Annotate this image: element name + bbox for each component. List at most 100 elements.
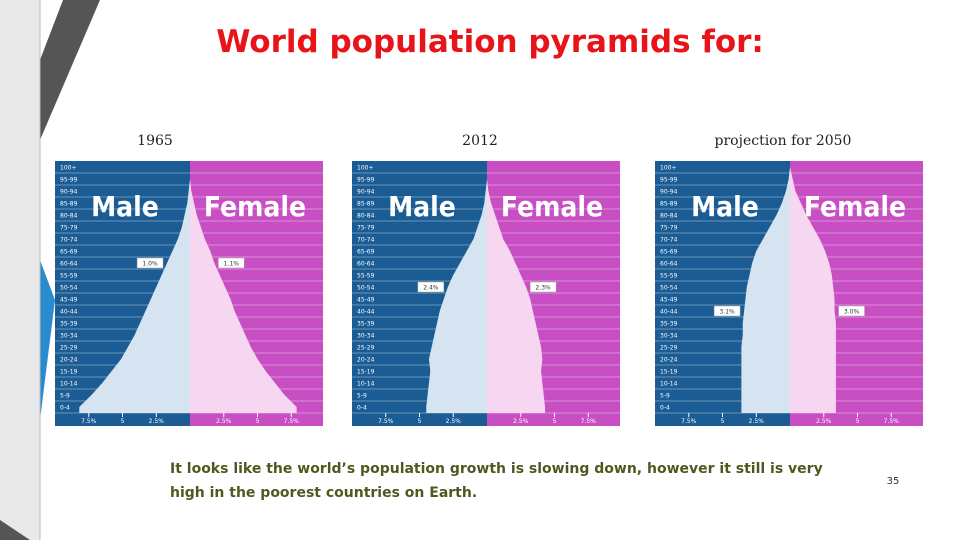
age-label: 0-4 — [60, 405, 70, 412]
x-tick-label: 7.5% — [81, 418, 97, 425]
age-label: 60-64 — [660, 261, 678, 268]
age-label: 35-39 — [660, 321, 678, 328]
annotation: 2.4% — [423, 285, 439, 292]
x-tick-label: 7.5% — [581, 418, 597, 425]
legend-label: Male — [691, 190, 759, 223]
age-label: 10-14 — [660, 381, 678, 388]
age-label: 80-84 — [357, 213, 375, 220]
age-label: 20-24 — [60, 357, 78, 364]
age-label: 10-14 — [357, 381, 375, 388]
legend-label: Female — [501, 190, 603, 223]
x-tick-label: 7.5% — [378, 418, 394, 425]
age-label: 55-59 — [660, 273, 678, 280]
x-tick-label: 5 — [418, 418, 422, 425]
age-label: 95-99 — [357, 177, 375, 184]
age-label: 0-4 — [660, 405, 670, 412]
age-label: 95-99 — [660, 177, 678, 184]
age-label: 10-14 — [60, 381, 78, 388]
chart-title: 1965 — [137, 133, 173, 149]
annotation: 3.1% — [719, 309, 735, 316]
decor-accent — [40, 260, 55, 420]
age-label: 55-59 — [60, 273, 78, 280]
age-label: 35-39 — [357, 321, 375, 328]
age-label: 85-89 — [660, 201, 678, 208]
x-tick-label: 7.5% — [284, 418, 300, 425]
annotation: 2.3% — [536, 285, 552, 292]
x-tick-label: 7.5% — [884, 418, 900, 425]
x-tick-label: 2.5% — [216, 418, 232, 425]
age-label: 50-54 — [357, 285, 375, 292]
age-label: 45-49 — [60, 297, 78, 304]
decor-stripe — [40, 0, 100, 140]
x-tick-label: 2.5% — [446, 418, 462, 425]
age-label: 25-29 — [357, 345, 375, 352]
x-tick-label: 5 — [721, 418, 725, 425]
slide-title: World population pyramids for: — [216, 24, 764, 60]
age-label: 30-34 — [357, 333, 375, 340]
male-area — [426, 161, 487, 413]
age-label: 85-89 — [357, 201, 375, 208]
chart-title: projection for 2050 — [715, 133, 852, 149]
age-label: 100+ — [357, 165, 373, 172]
age-label: 70-74 — [60, 237, 78, 244]
x-tick-label: 5 — [553, 418, 557, 425]
age-label: 40-44 — [660, 309, 678, 316]
age-label: 55-59 — [357, 273, 375, 280]
age-label: 65-69 — [60, 249, 78, 256]
age-label: 15-19 — [660, 369, 678, 376]
age-label: 95-99 — [60, 177, 78, 184]
age-label: 40-44 — [357, 309, 375, 316]
age-label: 30-34 — [660, 333, 678, 340]
x-tick-label: 5 — [856, 418, 860, 425]
age-label: 75-79 — [357, 225, 375, 232]
age-label: 50-54 — [60, 285, 78, 292]
age-label: 70-74 — [660, 237, 678, 244]
age-label: 60-64 — [357, 261, 375, 268]
female-area — [790, 161, 836, 413]
annotation: 1.0% — [142, 261, 158, 268]
age-label: 45-49 — [357, 297, 375, 304]
age-label: 85-89 — [60, 201, 78, 208]
decor-band — [0, 0, 40, 540]
annotation-box — [529, 281, 557, 293]
male-area — [741, 161, 790, 413]
annotation-box — [713, 305, 741, 317]
age-label: 30-34 — [60, 333, 78, 340]
annotation-box — [218, 257, 245, 269]
age-label: 90-94 — [357, 189, 375, 196]
age-label: 20-24 — [660, 357, 678, 364]
legend-label: Female — [804, 190, 906, 223]
x-tick-label: 7.5% — [681, 418, 697, 425]
x-tick-label: 2.5% — [513, 418, 529, 425]
female-area — [487, 161, 546, 413]
annotation: 1.1% — [224, 261, 240, 268]
age-label: 70-74 — [357, 237, 375, 244]
age-label: 60-64 — [60, 261, 78, 268]
age-label: 100+ — [60, 165, 76, 172]
age-label: 0-4 — [357, 405, 367, 412]
x-tick-label: 2.5% — [149, 418, 165, 425]
chart-title: 2012 — [462, 133, 498, 149]
age-label: 100+ — [660, 165, 676, 172]
age-label: 65-69 — [357, 249, 375, 256]
age-label: 50-54 — [660, 285, 678, 292]
legend-label: Female — [204, 190, 306, 223]
age-label: 90-94 — [60, 189, 78, 196]
legend-label: Male — [91, 190, 159, 223]
female-area — [190, 161, 297, 413]
age-label: 25-29 — [60, 345, 78, 352]
age-label: 5-9 — [60, 393, 70, 400]
age-label: 25-29 — [660, 345, 678, 352]
page-number: 35 — [887, 476, 900, 487]
annotation-box — [417, 281, 445, 293]
age-label: 75-79 — [60, 225, 78, 232]
male-area — [79, 161, 190, 413]
decor-stripe — [0, 520, 30, 540]
age-label: 80-84 — [60, 213, 78, 220]
annotation-box — [838, 305, 865, 317]
age-label: 5-9 — [357, 393, 367, 400]
annotation-box — [136, 257, 164, 269]
age-label: 20-24 — [357, 357, 375, 364]
